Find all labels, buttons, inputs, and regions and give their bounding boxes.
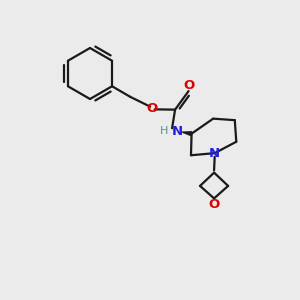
Text: O: O — [208, 199, 220, 212]
Text: H: H — [160, 126, 168, 136]
Polygon shape — [181, 131, 192, 136]
Text: O: O — [184, 80, 195, 92]
Text: N: N — [172, 125, 183, 138]
Text: O: O — [146, 102, 157, 115]
Text: N: N — [209, 147, 220, 160]
